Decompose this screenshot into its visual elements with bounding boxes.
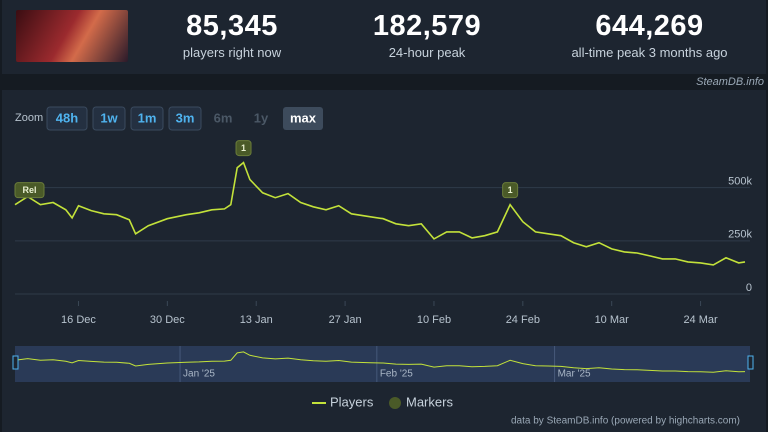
event-marker[interactable] (235, 140, 252, 157)
y-tick-label: 500k (728, 176, 752, 188)
navigator-tick-label: Feb '25 (380, 369, 413, 380)
stat-label: 24-hour peak (388, 45, 466, 60)
stats-bar: 85,345 players right now 182,579 24-hour p… (2, 0, 766, 74)
x-tick-label: 24 Mar (683, 314, 718, 326)
zoom-button-label[interactable]: 3m (176, 110, 195, 125)
zoom-button[interactable] (283, 107, 323, 130)
stat-label: players right now (182, 45, 282, 60)
navigator-tick-label: Jan '25 (183, 369, 215, 380)
navigator-handle[interactable] (747, 355, 754, 370)
line (14, 161, 746, 266)
navigator-mask (15, 346, 750, 382)
source-link[interactable]: SteamDB.info (696, 76, 764, 88)
zoom-button-label: 6m (214, 110, 233, 125)
x-tick-label: 10 Mar (595, 314, 630, 326)
x-tick-label: 16 Dec (61, 314, 96, 326)
stat-label: all-time peak 3 months ago (571, 45, 728, 60)
zoom-label: Zoom (15, 112, 43, 124)
zoom-button-label[interactable]: 1w (100, 110, 118, 125)
zoom-button[interactable] (46, 106, 88, 131)
stat: 182,579 24-hour peak (357, 10, 497, 60)
stat-value: 85,345 (186, 10, 278, 42)
x-tick-label: 13 Jan (240, 314, 273, 326)
y-tick-label: 250k (728, 229, 752, 241)
stat-value: 182,579 (372, 10, 482, 42)
stat: 85,345 players right now (162, 10, 302, 60)
game-image (16, 10, 128, 62)
x-tick-label: 27 Jan (329, 314, 362, 326)
zoom-button-label[interactable]: 1m (138, 110, 157, 125)
legend-swatch (389, 397, 401, 409)
legend-label[interactable]: Markers (406, 394, 453, 409)
x-tick-label: 24 Feb (506, 314, 540, 326)
zoom-button-label: 1y (254, 110, 269, 125)
x-tick-label: 10 Feb (417, 314, 451, 326)
legend-label[interactable]: Players (330, 394, 374, 409)
event-marker-label: 1 (508, 185, 513, 195)
y-tick-label: 0 (746, 282, 752, 294)
event-marker[interactable] (14, 182, 45, 199)
event-marker-label: Rel (22, 185, 36, 195)
zoom-button[interactable] (130, 106, 164, 131)
zoom-button-label[interactable]: max (290, 110, 317, 125)
x-tick-label: 30 Dec (150, 314, 185, 326)
stat-value: 644,269 (595, 10, 704, 42)
zoom-button[interactable] (168, 106, 202, 131)
credits: data by SteamDB.info (powered by highcha… (511, 416, 740, 427)
navigator-line (14, 351, 746, 373)
navigator-handle[interactable] (12, 355, 19, 370)
zoom-button[interactable] (92, 106, 126, 131)
event-marker[interactable] (502, 182, 519, 199)
stat: 644,269 all-time peak 3 months ago (562, 10, 737, 60)
navigator-tick-label: Mar '25 (558, 369, 591, 380)
zoom-button-label[interactable]: 48h (56, 110, 78, 125)
event-marker-label: 1 (241, 143, 246, 153)
